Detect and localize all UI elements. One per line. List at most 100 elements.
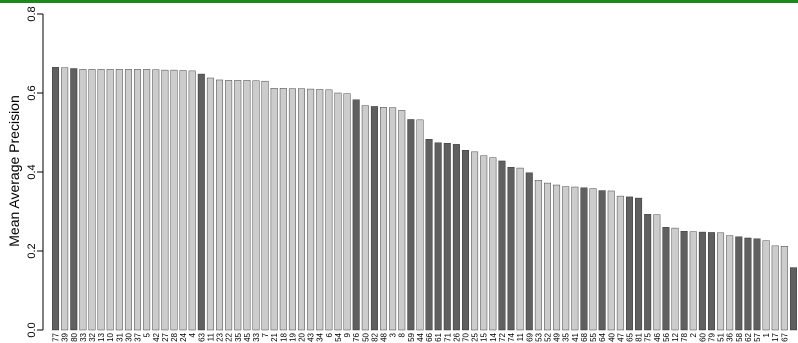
x-tick-label: 45 xyxy=(243,332,252,341)
x-tick-label: 25 xyxy=(471,332,480,341)
x-tick-label: 39 xyxy=(61,332,70,341)
bar xyxy=(498,160,506,331)
bar xyxy=(370,106,378,331)
bar xyxy=(717,232,725,331)
x-tick-label: 46 xyxy=(653,332,662,341)
bar xyxy=(134,69,142,331)
bar xyxy=(170,69,178,331)
x-tick-label: 24 xyxy=(179,332,188,341)
bar xyxy=(334,92,342,331)
x-tick-label: 50 xyxy=(361,332,370,341)
x-tick-label: 27 xyxy=(161,332,170,341)
x-tick-label: 76 xyxy=(352,332,361,341)
x-tick-label: 3 xyxy=(389,332,398,337)
bar xyxy=(106,69,114,331)
bar xyxy=(298,88,305,331)
x-tick-label: 1 xyxy=(762,332,771,337)
bar xyxy=(179,70,187,331)
bar xyxy=(489,157,497,331)
x-tick-label: 23 xyxy=(216,332,225,341)
x-tick-label: 7 xyxy=(261,332,270,337)
x-tick-label: 30 xyxy=(124,332,133,341)
x-tick-label: 49 xyxy=(553,332,562,341)
bar xyxy=(462,150,469,331)
bar xyxy=(352,99,360,331)
bar xyxy=(416,119,424,331)
bar xyxy=(753,238,761,331)
bar xyxy=(689,231,697,331)
bar xyxy=(771,245,779,331)
y-tick-label: 0.4 xyxy=(26,164,38,179)
x-tick-label: 18 xyxy=(279,332,288,341)
x-tick-label: 60 xyxy=(698,332,707,341)
bar xyxy=(735,236,743,331)
x-tick-label: 54 xyxy=(334,332,343,341)
x-tick-label: 63 xyxy=(197,332,206,341)
x-tick-label: 59 xyxy=(407,332,416,341)
bar xyxy=(534,180,542,331)
bar xyxy=(343,93,351,331)
bar xyxy=(680,231,688,331)
bar xyxy=(243,80,251,331)
y-tick-label: 0.2 xyxy=(26,243,38,258)
bar xyxy=(507,167,515,331)
bar xyxy=(316,89,324,331)
x-tick-label: 11 xyxy=(206,332,215,341)
bar xyxy=(288,88,296,331)
x-tick-label: 64 xyxy=(598,332,607,341)
y-tick-label: 0.6 xyxy=(26,85,38,100)
bar xyxy=(79,69,87,331)
x-tick-label: 32 xyxy=(88,332,97,341)
x-tick-label: 9 xyxy=(343,332,352,337)
bar xyxy=(544,182,551,331)
x-tick-label: 21 xyxy=(270,332,279,341)
bars xyxy=(52,67,797,331)
bar xyxy=(525,172,533,331)
bar xyxy=(789,267,797,331)
bar xyxy=(662,227,670,331)
y-axis-label: Mean Average Precision xyxy=(6,95,22,247)
bar xyxy=(97,69,105,331)
bar xyxy=(635,197,643,331)
bar xyxy=(234,80,242,331)
x-tick-label: 14 xyxy=(489,332,498,341)
bar xyxy=(707,232,715,331)
bar xyxy=(407,119,415,331)
x-tick-label: 33 xyxy=(79,332,88,341)
x-tick-label: 68 xyxy=(580,332,589,341)
x-tick-label: 72 xyxy=(498,332,507,341)
bar xyxy=(252,80,260,331)
x-tick-label: 34 xyxy=(316,332,325,341)
x-tick-label: 15 xyxy=(480,332,489,341)
bar xyxy=(607,190,615,331)
x-tick-label: 8 xyxy=(398,332,407,337)
bar xyxy=(744,237,752,331)
x-tick-label: 36 xyxy=(726,332,735,341)
x-tick-label: 82 xyxy=(370,332,379,341)
bar xyxy=(762,240,770,331)
bar xyxy=(553,184,561,331)
bar xyxy=(452,144,460,331)
bar xyxy=(152,69,160,331)
x-tick-labels: 77 39 80 33 32 13 10 31 30 37 5 42 27 28 24 4 63 11 23 22 35… xyxy=(52,332,790,341)
bar xyxy=(780,246,788,331)
x-tick-label: 75 xyxy=(644,332,653,341)
x-tick-label: 44 xyxy=(416,332,425,341)
x-tick-label: 41 xyxy=(571,332,580,341)
x-tick-label: 5 xyxy=(143,332,152,337)
bar xyxy=(516,167,524,331)
x-tick-label: 42 xyxy=(152,332,161,341)
bar xyxy=(361,105,369,331)
y-tick-label: 0.0 xyxy=(26,322,38,337)
x-tick-label: 26 xyxy=(452,332,461,341)
x-tick-label: 58 xyxy=(735,332,744,341)
x-tick-label: 80 xyxy=(70,332,79,341)
bar xyxy=(625,196,633,331)
x-tick-label: 40 xyxy=(607,332,616,341)
bar xyxy=(143,69,151,331)
bar xyxy=(279,88,287,331)
bar xyxy=(52,67,60,331)
x-tick-label: 6 xyxy=(325,332,334,337)
bar xyxy=(571,186,579,331)
